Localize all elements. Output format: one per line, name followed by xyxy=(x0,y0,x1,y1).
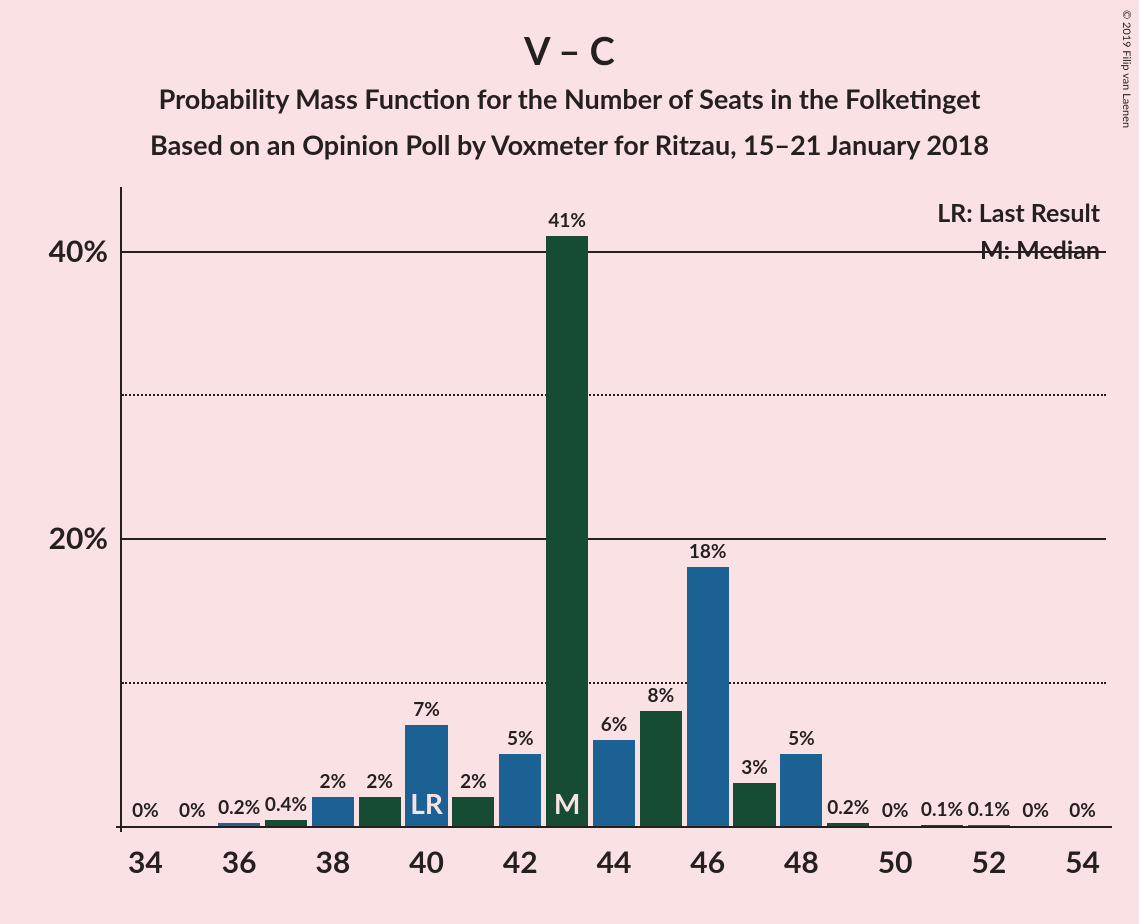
x-axis-tick-label: 44 xyxy=(597,844,632,880)
x-axis-tick-label: 40 xyxy=(409,844,444,880)
bar-value-label: 0% xyxy=(882,799,909,822)
x-axis-tick-label: 34 xyxy=(128,844,163,880)
median-marker: M xyxy=(554,786,580,820)
bar: 2% xyxy=(359,797,401,826)
bar-value-label: 41% xyxy=(548,209,586,232)
bar-value-label: 0% xyxy=(1022,799,1049,822)
legend-last-result: LR: Last Result xyxy=(937,198,1100,228)
bar-value-label: 2% xyxy=(366,770,393,793)
bar-value-label: 7% xyxy=(413,698,440,721)
bar: 18% xyxy=(687,567,729,826)
grid-line-minor xyxy=(122,682,1106,684)
x-axis-tick-label: 36 xyxy=(222,844,257,880)
bar: 5% xyxy=(780,754,822,826)
x-axis-tick-label: 48 xyxy=(784,844,819,880)
chart-subtitle-2: Based on an Opinion Poll by Voxmeter for… xyxy=(0,128,1139,161)
y-axis-tick-label: 20% xyxy=(49,520,108,556)
x-axis-tick-label: 52 xyxy=(971,844,1006,880)
bar-value-label: 2% xyxy=(460,770,487,793)
bar-value-label: 5% xyxy=(507,727,534,750)
bar-value-label: 0.4% xyxy=(265,793,307,816)
x-axis-tick-label: 50 xyxy=(878,844,913,880)
bar-value-label: 0.2% xyxy=(218,796,260,819)
y-axis xyxy=(120,187,122,832)
bar: 8% xyxy=(640,711,682,826)
grid-line-major xyxy=(122,538,1106,540)
bar-value-label: 2% xyxy=(320,770,347,793)
bar: 2% xyxy=(452,797,494,826)
bar-value-label: 0% xyxy=(132,799,159,822)
bar: 41%M xyxy=(546,236,588,826)
bar-value-label: 0.1% xyxy=(921,798,963,821)
bar-value-label: 3% xyxy=(741,756,768,779)
x-axis xyxy=(116,826,1112,828)
bar: 5% xyxy=(499,754,541,826)
bar: 6% xyxy=(593,740,635,826)
chart-title: V – C xyxy=(0,28,1139,74)
bar-value-label: 5% xyxy=(788,727,815,750)
bar-value-label: 8% xyxy=(648,684,675,707)
bar-value-label: 0.2% xyxy=(827,796,869,819)
bar: 3% xyxy=(733,783,775,826)
bar: 2% xyxy=(312,797,354,826)
bar-value-label: 0.1% xyxy=(968,798,1010,821)
bar-value-label: 0% xyxy=(1069,799,1096,822)
bar-value-label: 6% xyxy=(601,713,628,736)
grid-line-major xyxy=(122,251,1106,253)
x-axis-tick-label: 46 xyxy=(690,844,725,880)
bar-value-label: 18% xyxy=(689,540,727,563)
y-axis-tick-label: 40% xyxy=(49,233,108,269)
x-axis-tick-label: 42 xyxy=(503,844,538,880)
bar-value-label: 0% xyxy=(179,799,206,822)
x-axis-tick-label: 54 xyxy=(1065,844,1100,880)
chart-subtitle-1: Probability Mass Function for the Number… xyxy=(0,82,1139,115)
grid-line-minor xyxy=(122,394,1106,396)
chart-plot-area: LR: Last Result M: Median 20%40%0%0%0.2%… xyxy=(122,193,1106,826)
x-axis-tick-label: 38 xyxy=(315,844,350,880)
copyright-text: © 2019 Filip van Laenen xyxy=(1120,10,1133,128)
last-result-marker: LR xyxy=(410,786,443,820)
bar: 7%LR xyxy=(405,725,447,826)
